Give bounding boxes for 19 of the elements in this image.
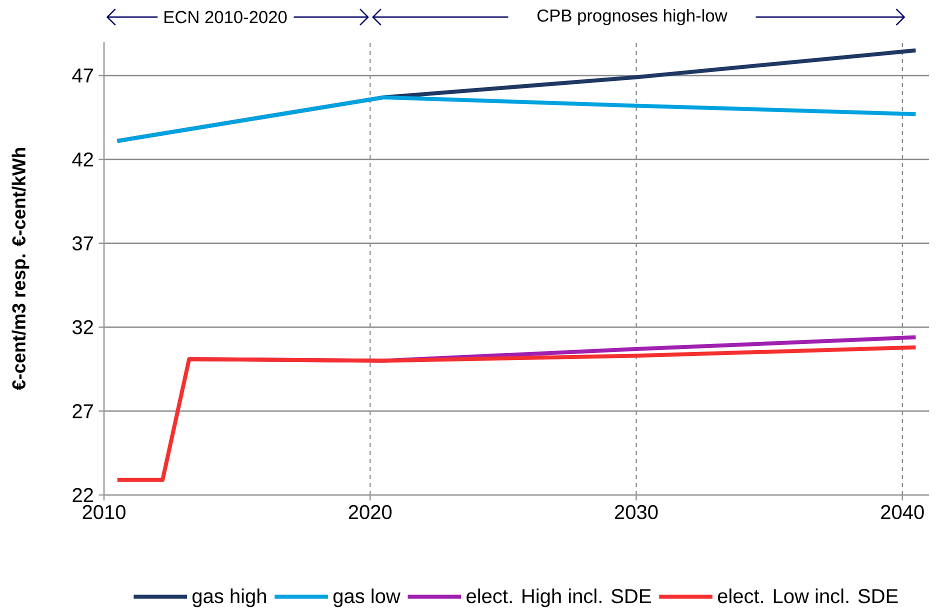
line-series [115,95,918,143]
legend-label: elect. High incl. SDE [466,588,651,608]
line-series [115,345,918,482]
text: CPB prognoses high-low [537,8,728,26]
y-tick-label: 42 [72,152,93,166]
x-tick-label: 2020 [348,505,392,520]
legend-label: gas high [192,588,266,608]
x-tick-label: 2030 [615,505,658,520]
y-tick-label: 22 [72,488,93,502]
y-tick-label: 47 [72,68,93,82]
x-tick-label: 2010 [82,505,126,520]
y-tick-label: 32 [72,320,93,334]
x-tick-label: 2040 [881,505,924,520]
y-tick-label: 37 [72,236,93,250]
legend-label: elect. Low incl. SDE [718,588,898,604]
text: ECN 2010-2020 [164,10,287,24]
y-axis-title: €-cent/m3 resp. €-cent/kWh [12,148,30,390]
legend-label: gas low [333,588,400,608]
y-tick-label: 27 [72,404,93,418]
